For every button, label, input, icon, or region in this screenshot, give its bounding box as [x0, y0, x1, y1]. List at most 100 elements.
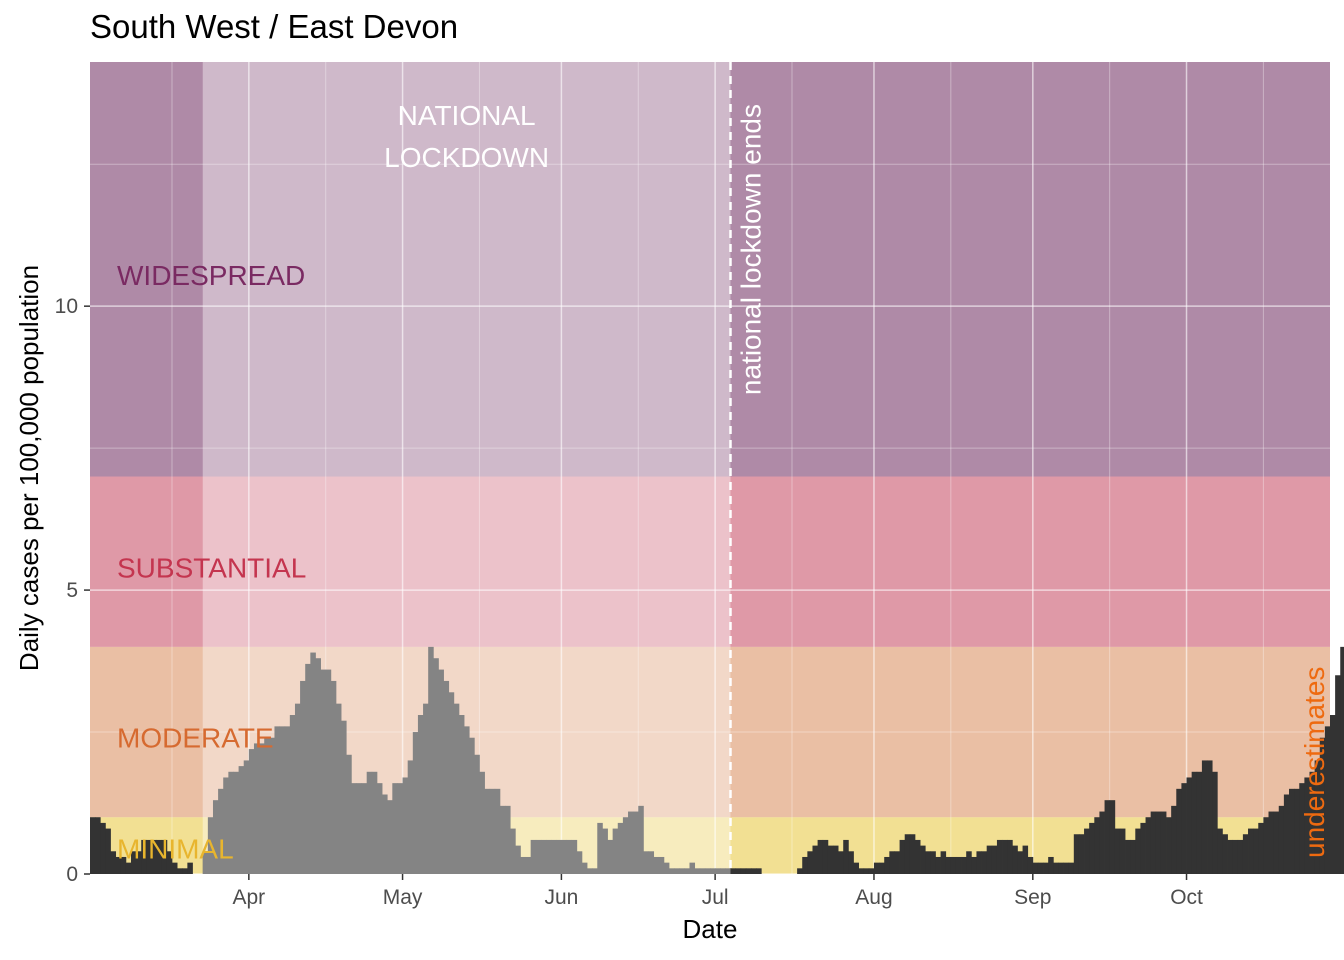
bar — [341, 720, 347, 874]
bar — [366, 771, 373, 874]
bar — [171, 862, 178, 874]
bar — [797, 868, 803, 874]
bar — [315, 658, 321, 874]
bar — [202, 851, 209, 874]
bar — [1294, 788, 1300, 874]
band-label-widespread: WIDESPREAD — [117, 260, 305, 291]
bar — [633, 811, 639, 874]
bar — [1319, 737, 1326, 874]
bar — [228, 771, 234, 874]
bar — [110, 851, 117, 874]
bar — [376, 783, 383, 874]
bar — [1268, 811, 1275, 874]
bar — [914, 839, 921, 874]
x-tick-label: Apr — [232, 886, 265, 909]
bar — [699, 868, 706, 874]
y-tick-label: 10 — [55, 295, 78, 318]
bar — [289, 715, 296, 874]
bar — [1150, 811, 1157, 874]
bar — [622, 817, 629, 874]
bar — [663, 862, 670, 874]
bar — [1027, 856, 1034, 874]
x-tick-label: Sep — [1014, 886, 1051, 909]
bar — [540, 839, 547, 874]
bar — [489, 788, 496, 874]
overlays — [202, 62, 732, 874]
bar — [1160, 811, 1167, 874]
bar — [479, 771, 485, 874]
x-tick-label: Jul — [702, 886, 729, 909]
bar — [725, 868, 731, 874]
bar — [1181, 783, 1187, 874]
bar — [986, 845, 993, 874]
bar — [1237, 839, 1244, 874]
bar — [853, 862, 859, 874]
bar — [469, 737, 475, 874]
bar — [166, 851, 173, 874]
bar — [248, 749, 255, 874]
bar — [438, 669, 444, 874]
bar — [1207, 760, 1213, 874]
bar — [382, 794, 388, 874]
bar — [243, 760, 250, 874]
bar — [930, 851, 936, 874]
bar — [525, 856, 532, 874]
bar — [269, 737, 275, 874]
bar — [1094, 817, 1100, 874]
bar — [1078, 834, 1085, 874]
annotations: NATIONAL LOCKDOWN national lockdown ends… — [117, 100, 1330, 864]
bar — [546, 839, 552, 874]
bar — [730, 868, 737, 874]
bar — [884, 856, 890, 874]
bar — [669, 868, 675, 874]
bar — [484, 788, 491, 874]
bar — [151, 839, 158, 874]
bar — [961, 856, 967, 874]
x-axis: Apr May Jun Jul Aug Sep Oct — [232, 874, 1203, 909]
chart-title: South West / East Devon — [90, 8, 459, 45]
bar — [361, 783, 368, 874]
bar — [1140, 822, 1146, 874]
bar — [1135, 828, 1141, 874]
bar — [858, 868, 865, 874]
bar — [628, 811, 634, 874]
bar — [1309, 771, 1316, 874]
bar — [207, 817, 214, 874]
bar — [1166, 817, 1172, 874]
bar — [294, 703, 301, 874]
lockdown-shading — [202, 62, 731, 874]
bar — [238, 766, 245, 874]
bar — [1155, 811, 1162, 874]
bar — [899, 839, 906, 874]
bar — [510, 828, 516, 874]
bar — [1253, 828, 1259, 874]
bar — [735, 868, 742, 874]
bar — [1048, 856, 1054, 874]
bar — [115, 856, 122, 874]
bar — [868, 868, 875, 874]
bar — [428, 646, 434, 874]
bar — [1196, 771, 1203, 874]
bar — [535, 839, 542, 874]
x-tick-label: Oct — [1170, 886, 1203, 909]
bar — [1176, 788, 1182, 874]
bar — [592, 868, 598, 874]
bar — [1258, 822, 1264, 874]
bar — [597, 822, 603, 874]
bar — [1314, 760, 1321, 874]
bar — [715, 868, 721, 874]
level-bands — [90, 62, 1330, 874]
bar — [1058, 862, 1064, 874]
bar — [305, 663, 311, 874]
bar — [935, 856, 941, 874]
bar — [351, 783, 357, 874]
bar — [920, 845, 926, 874]
bar — [602, 828, 608, 874]
bar — [1063, 862, 1070, 874]
bar — [1273, 811, 1280, 874]
bar — [1053, 862, 1059, 874]
bar — [889, 851, 895, 874]
bar — [1084, 828, 1090, 874]
bar — [607, 839, 614, 874]
